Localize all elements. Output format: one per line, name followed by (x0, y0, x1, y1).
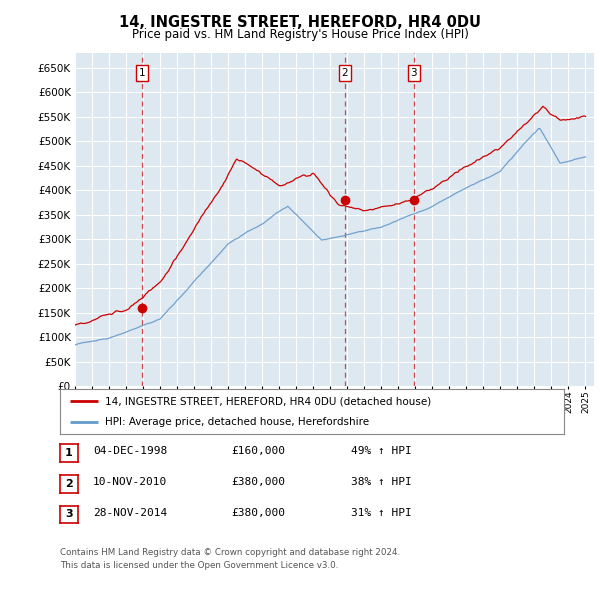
Text: This data is licensed under the Open Government Licence v3.0.: This data is licensed under the Open Gov… (60, 560, 338, 569)
Text: 04-DEC-1998: 04-DEC-1998 (93, 447, 167, 456)
Text: 3: 3 (410, 68, 417, 78)
Text: 38% ↑ HPI: 38% ↑ HPI (351, 477, 412, 487)
Text: 31% ↑ HPI: 31% ↑ HPI (351, 508, 412, 517)
Text: 1: 1 (139, 68, 145, 78)
Text: 2: 2 (341, 68, 348, 78)
Text: 1: 1 (65, 448, 73, 458)
Text: 14, INGESTRE STREET, HEREFORD, HR4 0DU: 14, INGESTRE STREET, HEREFORD, HR4 0DU (119, 15, 481, 30)
Text: 10-NOV-2010: 10-NOV-2010 (93, 477, 167, 487)
Text: 14, INGESTRE STREET, HEREFORD, HR4 0DU (detached house): 14, INGESTRE STREET, HEREFORD, HR4 0DU (… (106, 396, 431, 407)
Text: HPI: Average price, detached house, Herefordshire: HPI: Average price, detached house, Here… (106, 417, 370, 427)
Text: £380,000: £380,000 (231, 477, 285, 487)
Text: £380,000: £380,000 (231, 508, 285, 517)
Text: Price paid vs. HM Land Registry's House Price Index (HPI): Price paid vs. HM Land Registry's House … (131, 28, 469, 41)
Text: 49% ↑ HPI: 49% ↑ HPI (351, 447, 412, 456)
Text: 28-NOV-2014: 28-NOV-2014 (93, 508, 167, 517)
Text: 2: 2 (65, 479, 73, 489)
Text: £160,000: £160,000 (231, 447, 285, 456)
Text: Contains HM Land Registry data © Crown copyright and database right 2024.: Contains HM Land Registry data © Crown c… (60, 548, 400, 556)
Text: 3: 3 (65, 510, 73, 519)
